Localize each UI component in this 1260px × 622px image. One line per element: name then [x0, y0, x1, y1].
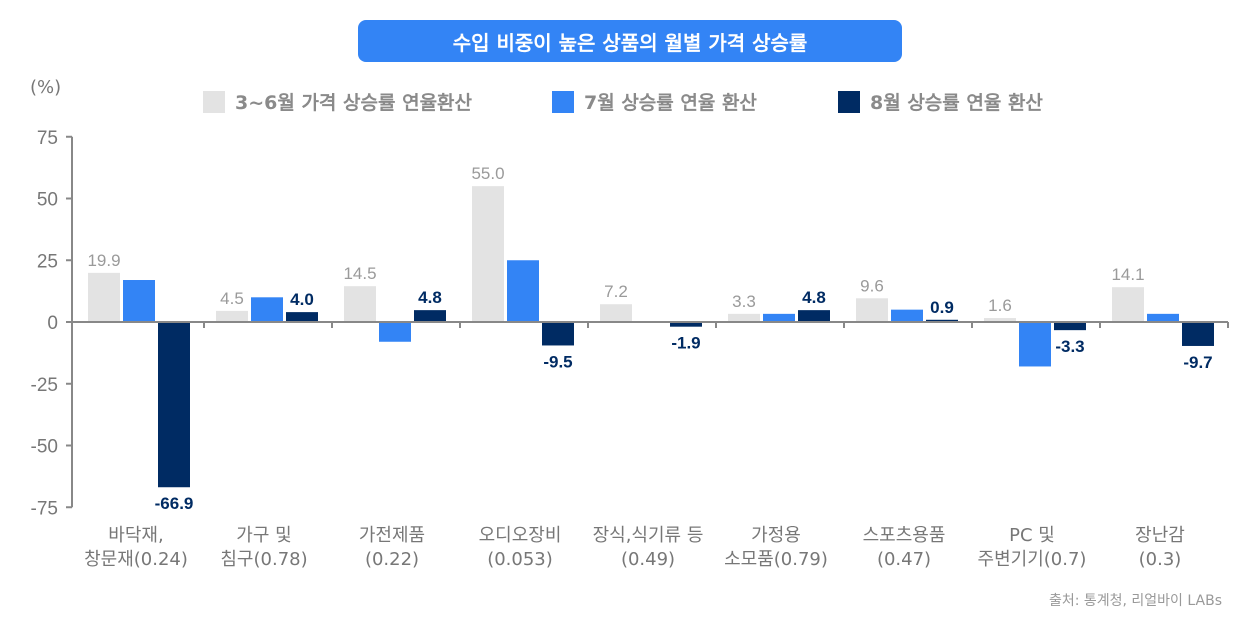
x-tick-label: 스포츠용품 [863, 525, 946, 546]
bar-1-4 [472, 186, 504, 322]
legend-label: 3~6월 가격 상승률 연율환산 [235, 92, 473, 114]
data-label: -66.9 [155, 494, 194, 513]
bar-3-6 [798, 310, 830, 322]
bar-3-5 [670, 322, 702, 327]
data-label: 19.9 [87, 251, 120, 270]
bar-2-9 [1147, 313, 1179, 322]
x-tick-label: 주변기기(0.7) [978, 549, 1087, 570]
bar-2-8 [1019, 322, 1051, 367]
y-tick-label: -75 [31, 498, 58, 519]
data-label: 3.3 [732, 292, 756, 311]
data-label: 55.0 [471, 164, 504, 183]
bar-2-2 [251, 297, 283, 322]
data-label: 4.5 [220, 289, 244, 308]
bar-1-5 [600, 304, 632, 322]
x-tick-label: 창문재(0.24) [84, 549, 188, 570]
legend-swatch [552, 90, 574, 113]
chart-title: 수입 비중이 높은 상품의 월별 가격 상승률 [358, 20, 902, 62]
bar-1-8 [984, 318, 1016, 322]
bar-3-3 [414, 310, 446, 322]
x-tick-label: 바닥재, [108, 525, 163, 546]
bar-3-9 [1182, 322, 1214, 346]
x-tick-label: 가구 및 [236, 525, 291, 546]
bar-1-1 [88, 272, 120, 322]
bar-3-2 [286, 312, 318, 322]
x-tick-label: PC 및 [1009, 525, 1055, 546]
data-label: -1.9 [671, 334, 700, 353]
bar-2-7 [891, 309, 923, 322]
x-tick-label: (0.053) [487, 549, 553, 570]
x-tick-label: (0.47) [877, 549, 931, 570]
data-label: 4.8 [802, 288, 826, 307]
source-note: 출처: 통계청, 리얼바이 LABs [1048, 593, 1222, 609]
y-tick-label: -50 [31, 437, 58, 458]
data-label: -3.3 [1055, 337, 1084, 356]
y-tick-label: 0 [47, 313, 58, 334]
legend-item-8: 8월 상승률 연율 환산 [838, 88, 1043, 115]
y-tick-label: 25 [37, 251, 58, 272]
legend-swatch [203, 90, 225, 113]
bar-3-8 [1054, 322, 1086, 331]
data-label: 4.8 [418, 288, 442, 307]
x-tick-label: (0.49) [621, 549, 675, 570]
bar-2-6 [763, 313, 795, 322]
x-tick-label: (0.3) [1139, 549, 1182, 570]
x-tick-label: 소모품(0.79) [724, 549, 828, 570]
y-tick-label: 75 [37, 128, 58, 149]
legend-item-3-6: 3~6월 가격 상승률 연율환산 [203, 88, 472, 115]
data-label: -9.5 [543, 352, 572, 371]
data-label: 7.2 [604, 282, 628, 301]
bar-1-7 [856, 298, 888, 322]
legend-label: 8월 상승률 연율 환산 [870, 92, 1043, 114]
legend-label: 7월 상승률 연율 환산 [584, 92, 757, 114]
bar-1-3 [344, 286, 376, 322]
data-label: 1.6 [988, 296, 1012, 315]
y-tick-label: 50 [37, 190, 58, 211]
x-tick-label: (0.22) [365, 549, 419, 570]
bar-2-3 [379, 322, 411, 342]
data-label: 14.5 [343, 264, 376, 283]
bar-3-4 [542, 322, 574, 346]
data-label: 4.0 [290, 290, 314, 309]
x-tick-label: 오디오장비 [479, 525, 562, 546]
data-label: 14.1 [1111, 265, 1144, 284]
bar-1-2 [216, 310, 248, 322]
x-tick-label: 가전제품 [359, 525, 425, 546]
bar-1-9 [1112, 287, 1144, 322]
bar-3-1 [158, 322, 190, 488]
bar-3-7 [926, 319, 958, 322]
y-tick-label: -25 [31, 375, 58, 396]
x-tick-label: 장난감 [1135, 525, 1185, 546]
x-tick-label: 장식,식기류 등 [593, 525, 704, 546]
data-label: 9.6 [860, 276, 884, 295]
bar-2-1 [123, 280, 155, 322]
data-label: 0.9 [930, 298, 954, 317]
legend-swatch [838, 90, 860, 113]
data-label: -9.7 [1183, 353, 1212, 372]
bar-1-6 [728, 313, 760, 322]
bar-2-4 [507, 260, 539, 322]
legend-item-7: 7월 상승률 연율 환산 [552, 88, 757, 115]
y-axis-unit: (%) [30, 77, 62, 98]
x-tick-label: 침구(0.78) [220, 549, 307, 570]
x-tick-label: 가정용 [751, 525, 801, 546]
